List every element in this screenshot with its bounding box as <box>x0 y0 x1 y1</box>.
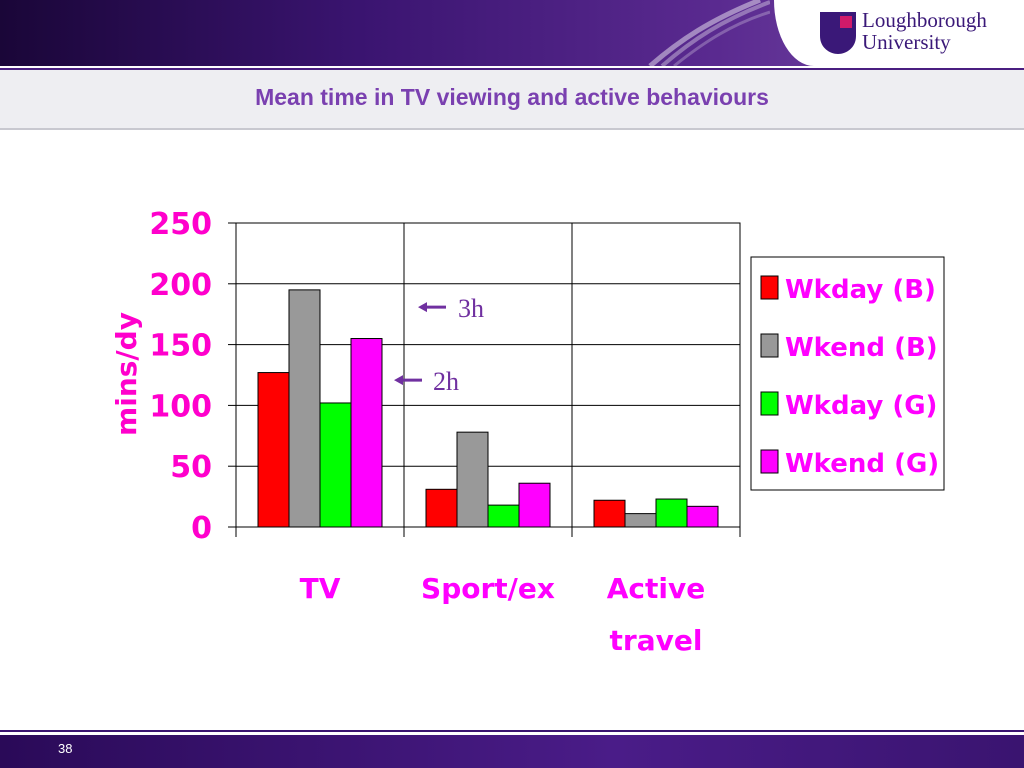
y-tick-label: 150 <box>149 329 212 364</box>
y-tick-label: 0 <box>191 511 212 546</box>
legend-swatch <box>760 333 779 358</box>
annotation-label: 2h <box>433 367 459 396</box>
legend-swatch <box>760 391 779 416</box>
annotation-label: 3h <box>458 294 484 323</box>
university-shield-logo <box>820 12 856 54</box>
page-number: 38 <box>58 741 73 756</box>
bar <box>686 505 719 528</box>
y-axis-ticks: 0 50 100 150 200 250 <box>149 207 212 546</box>
annotation-arrowhead <box>394 375 403 386</box>
logo-line-2: University <box>862 30 951 54</box>
bar <box>487 504 520 528</box>
bar <box>319 402 352 528</box>
legend-label: Wkday (G) <box>785 391 937 421</box>
y-tick-label: 100 <box>149 389 212 424</box>
legend-box <box>750 256 945 491</box>
title-band <box>0 70 1024 130</box>
annotation-arrowhead <box>418 302 427 313</box>
legend-label: Wkend (G) <box>785 449 939 479</box>
brand-area <box>774 0 1024 66</box>
header-rule <box>0 68 1024 70</box>
slide-title: Mean time in TV viewing and active behav… <box>255 84 769 110</box>
x-category-label: Active <box>607 572 706 605</box>
bar <box>425 488 458 528</box>
x-category-label: Sport/ex <box>421 572 555 605</box>
x-category-label: travel <box>610 624 703 657</box>
legend-swatch <box>760 275 779 300</box>
bar <box>288 289 321 528</box>
annotations: 3h 2h <box>394 294 484 396</box>
bar <box>655 498 688 528</box>
legend-label: Wkday (B) <box>785 275 936 305</box>
legend-swatch <box>760 449 779 474</box>
university-logo-text: Loughborough University <box>862 9 987 53</box>
y-tick-label: 50 <box>170 450 212 485</box>
legend-label: Wkend (B) <box>785 333 938 363</box>
bar <box>518 482 551 528</box>
bar <box>456 431 489 528</box>
x-category-label: TV <box>300 572 341 605</box>
footer-band <box>0 735 1024 768</box>
bar <box>350 338 383 528</box>
y-axis-label: mins/dy <box>110 312 143 436</box>
bar <box>624 513 657 528</box>
bar <box>257 372 290 528</box>
logo-line-1: Loughborough <box>862 8 987 32</box>
plot-area <box>228 222 741 537</box>
bar <box>593 499 626 528</box>
footer-rule <box>0 730 1024 732</box>
header-swoosh-decoration <box>648 0 770 66</box>
y-tick-label: 250 <box>149 207 212 242</box>
legend: Wkday (B) Wkend (B) Wkday (G) Wkend (G) <box>750 256 945 491</box>
y-tick-label: 200 <box>149 268 212 303</box>
x-axis-categories: TV Sport/ex Active travel <box>300 572 706 657</box>
